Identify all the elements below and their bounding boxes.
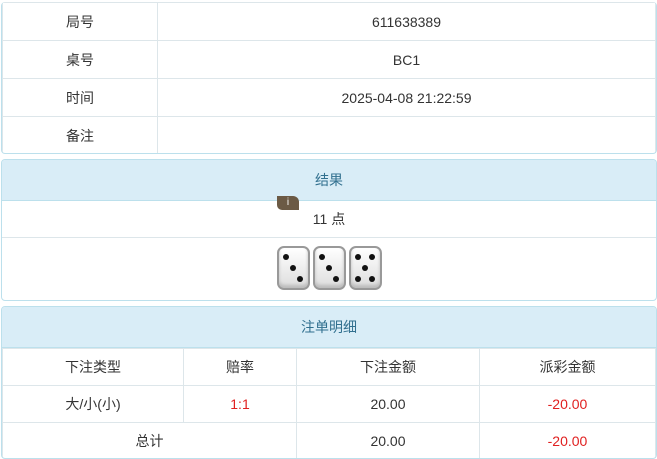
header-payout: 派彩金额 <box>479 348 656 386</box>
die-face-3 <box>312 246 346 290</box>
header-bet-type: 下注类型 <box>2 348 184 386</box>
odds: 1:1 <box>183 385 297 423</box>
bet-details-title: 注单明细 <box>2 307 656 348</box>
table-label: 桌号 <box>2 40 158 79</box>
result-points: 11 点 <box>2 201 656 238</box>
die-pip <box>369 253 376 260</box>
bet-details-panel: 注单明细 下注类型 赔率 下注金额 派彩金额 大/小(小) 1:1 20.00 … <box>1 306 657 459</box>
payout: -20.00 <box>479 385 656 423</box>
total-amount: 20.00 <box>296 422 480 458</box>
bet-details-table: 下注类型 赔率 下注金额 派彩金额 大/小(小) 1:1 20.00 -20.0… <box>2 348 656 458</box>
info-icon[interactable]: i <box>277 196 299 210</box>
table-value: BC1 <box>157 40 656 79</box>
info-row-table: 桌号 BC1 <box>2 40 656 79</box>
header-bet-amount: 下注金额 <box>296 348 480 386</box>
info-row-round: 局号 611638389 <box>2 2 656 41</box>
total-label: 总计 <box>2 422 297 458</box>
result-panel: 结果 11 点 i <box>1 159 657 301</box>
die-pip <box>326 265 332 271</box>
dice-row <box>2 238 656 290</box>
die-face-3 <box>276 246 310 290</box>
die-pip <box>333 276 340 283</box>
die-pip <box>318 253 325 260</box>
total-row: 总计 20.00 -20.00 <box>2 422 656 458</box>
table-row: 大/小(小) 1:1 20.00 -20.00 <box>2 385 656 423</box>
time-value: 2025-04-08 21:22:59 <box>157 78 656 117</box>
die-face-5 <box>348 246 382 290</box>
round-value: 611638389 <box>157 2 656 41</box>
bet-header-row: 下注类型 赔率 下注金额 派彩金额 <box>2 348 656 386</box>
die-pip <box>282 253 289 260</box>
game-info-panel: 局号 611638389 桌号 BC1 时间 2025-04-08 21:22:59 … <box>1 2 657 154</box>
info-row-remark: 备注 <box>2 116 656 153</box>
die-pip <box>362 265 368 271</box>
remark-label: 备注 <box>2 116 158 153</box>
total-payout: -20.00 <box>479 422 656 458</box>
result-title: 结果 <box>2 160 656 201</box>
bet-amount: 20.00 <box>296 385 480 423</box>
die-pip <box>354 253 361 260</box>
time-label: 时间 <box>2 78 158 117</box>
die-pip <box>369 276 376 283</box>
die-pip <box>297 276 304 283</box>
remark-value <box>157 116 656 153</box>
header-odds: 赔率 <box>183 348 297 386</box>
info-row-time: 时间 2025-04-08 21:22:59 <box>2 78 656 117</box>
die-pip <box>354 276 361 283</box>
game-info-table: 局号 611638389 桌号 BC1 时间 2025-04-08 21:22:59 … <box>2 2 656 153</box>
bet-type: 大/小(小) <box>2 385 184 423</box>
round-label: 局号 <box>2 2 158 41</box>
die-pip <box>290 265 296 271</box>
